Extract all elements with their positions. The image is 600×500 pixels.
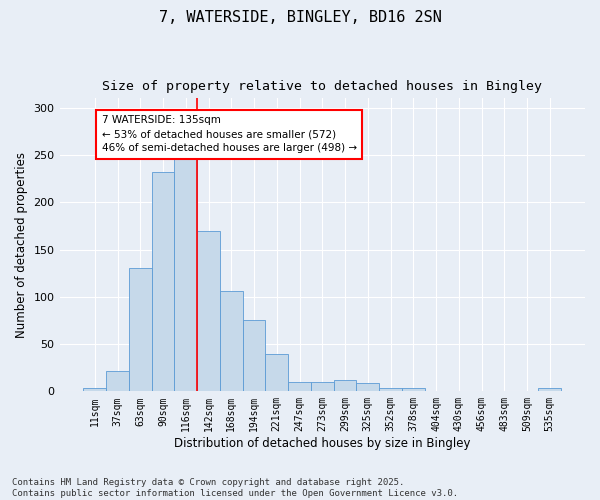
Bar bbox=[356, 383, 379, 392]
Bar bbox=[334, 380, 356, 392]
Bar bbox=[402, 388, 425, 392]
Bar bbox=[288, 382, 311, 392]
Bar bbox=[379, 388, 402, 392]
Bar bbox=[538, 388, 561, 392]
Bar bbox=[197, 230, 220, 392]
Bar bbox=[175, 152, 197, 392]
Text: 7, WATERSIDE, BINGLEY, BD16 2SN: 7, WATERSIDE, BINGLEY, BD16 2SN bbox=[158, 10, 442, 25]
X-axis label: Distribution of detached houses by size in Bingley: Distribution of detached houses by size … bbox=[174, 437, 470, 450]
Bar bbox=[242, 320, 265, 392]
Bar bbox=[106, 372, 129, 392]
Bar bbox=[129, 268, 152, 392]
Bar bbox=[311, 382, 334, 392]
Bar bbox=[83, 388, 106, 392]
Bar bbox=[220, 291, 242, 392]
Bar bbox=[265, 354, 288, 392]
Text: 7 WATERSIDE: 135sqm
← 53% of detached houses are smaller (572)
46% of semi-detac: 7 WATERSIDE: 135sqm ← 53% of detached ho… bbox=[101, 116, 357, 154]
Text: Contains HM Land Registry data © Crown copyright and database right 2025.
Contai: Contains HM Land Registry data © Crown c… bbox=[12, 478, 458, 498]
Y-axis label: Number of detached properties: Number of detached properties bbox=[15, 152, 28, 338]
Title: Size of property relative to detached houses in Bingley: Size of property relative to detached ho… bbox=[102, 80, 542, 93]
Bar bbox=[152, 172, 175, 392]
